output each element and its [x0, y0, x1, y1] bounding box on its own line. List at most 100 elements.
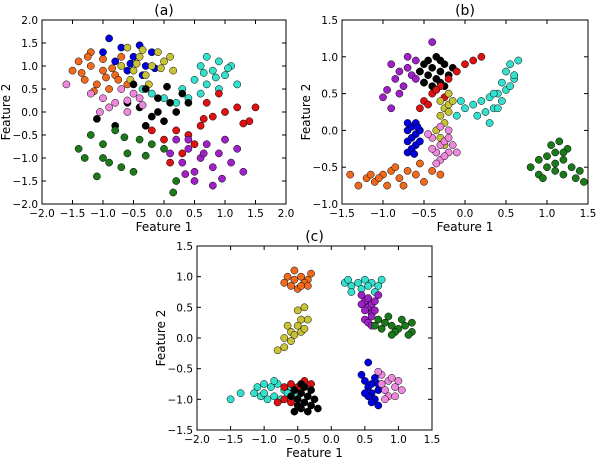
- point-series: [340, 275, 386, 296]
- data-point: [169, 188, 178, 197]
- data-point: [215, 89, 223, 98]
- data-point: [374, 282, 383, 290]
- data-point: [448, 141, 457, 149]
- data-point: [452, 148, 461, 157]
- point-series: [374, 367, 406, 404]
- data-point: [123, 108, 132, 116]
- data-point: [408, 318, 416, 327]
- data-point: [436, 122, 445, 131]
- data-point: [551, 167, 560, 175]
- data-point: [547, 141, 555, 149]
- data-point: [208, 66, 217, 75]
- data-point: [123, 96, 132, 105]
- data-point: [102, 73, 110, 82]
- data-point: [280, 343, 289, 352]
- data-point: [132, 59, 141, 68]
- data-point: [93, 172, 101, 181]
- data-point: [297, 389, 305, 398]
- data-point: [444, 89, 453, 98]
- scatter-panel: −2.0 −1.5 −1.0 −0.5 0.0 0.5 1.0 1.5 2.0−2.0−1.5−…: [0, 3, 294, 234]
- data-point: [160, 57, 168, 66]
- data-point: [287, 392, 295, 401]
- data-point: [250, 389, 258, 398]
- data-point: [287, 282, 295, 290]
- data-point: [260, 380, 268, 388]
- y-tick-label: −1.5: [13, 176, 39, 188]
- point-series: [273, 303, 312, 355]
- data-point: [77, 69, 86, 77]
- data-point: [303, 282, 312, 290]
- data-point: [399, 181, 408, 190]
- data-point: [178, 89, 187, 98]
- y-tick-label: 1.5: [21, 38, 38, 50]
- data-point: [383, 181, 391, 190]
- data-point: [387, 321, 396, 330]
- data-point: [379, 93, 387, 102]
- data-point: [300, 324, 309, 333]
- data-point: [129, 66, 138, 75]
- y-axis-label: Feature 2: [299, 84, 313, 141]
- data-point: [293, 401, 302, 410]
- data-point: [172, 135, 181, 144]
- x-tick-label: −2.0: [29, 208, 55, 220]
- data-point: [436, 56, 445, 65]
- data-point: [117, 52, 126, 61]
- x-tick-label: −1.5: [329, 208, 355, 220]
- data-point: [233, 103, 242, 112]
- data-point: [394, 377, 403, 385]
- data-point: [346, 170, 355, 179]
- data-point: [202, 140, 211, 149]
- data-point: [218, 174, 226, 183]
- data-point: [293, 306, 302, 315]
- x-tick-label: −1.5: [60, 208, 86, 220]
- data-point: [99, 55, 107, 63]
- data-point: [290, 331, 299, 339]
- data-point: [377, 380, 386, 388]
- data-point: [361, 306, 369, 315]
- data-point: [424, 100, 432, 109]
- data-point: [403, 137, 412, 146]
- data-point: [163, 82, 171, 91]
- x-tick-label: −1.0: [251, 434, 277, 446]
- x-axis-label: Feature 1: [136, 220, 193, 234]
- data-point: [273, 398, 282, 407]
- data-point: [444, 133, 453, 142]
- data-point: [452, 111, 461, 120]
- data-point: [444, 108, 453, 116]
- data-point: [135, 94, 144, 103]
- data-point: [221, 135, 229, 144]
- data-point: [428, 167, 437, 175]
- data-point: [485, 119, 494, 127]
- y-axis-label: Feature 2: [154, 310, 168, 367]
- data-point: [571, 174, 580, 183]
- data-point: [403, 167, 412, 175]
- data-point: [178, 158, 187, 167]
- x-tick-label: −1.0: [370, 208, 396, 220]
- data-point: [99, 94, 107, 103]
- point-series: [280, 266, 315, 293]
- data-point: [117, 62, 126, 70]
- data-point: [498, 97, 506, 105]
- x-tick-label: 1.0: [390, 434, 407, 446]
- data-point: [534, 155, 543, 164]
- data-point: [93, 115, 101, 123]
- data-point: [366, 170, 375, 179]
- data-point: [307, 401, 315, 410]
- data-point: [80, 154, 89, 162]
- data-point: [436, 67, 445, 76]
- data-point: [202, 80, 211, 89]
- data-point: [166, 98, 174, 107]
- data-point: [444, 75, 453, 83]
- point-series: [147, 89, 260, 167]
- data-point: [395, 89, 404, 98]
- data-point: [93, 80, 101, 89]
- data-point: [105, 85, 113, 93]
- panel-title: (a): [154, 3, 174, 19]
- data-point: [270, 392, 279, 401]
- data-point: [297, 272, 305, 281]
- y-tick-label: 0.0: [176, 333, 193, 345]
- data-point: [202, 98, 211, 107]
- data-point: [129, 89, 138, 98]
- data-point: [395, 67, 404, 76]
- y-tick-label: 1.5: [176, 241, 193, 253]
